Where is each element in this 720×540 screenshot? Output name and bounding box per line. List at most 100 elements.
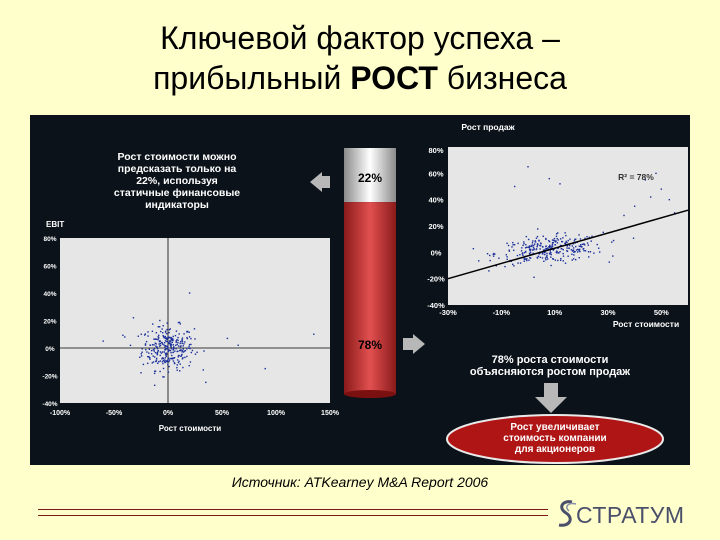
sales-point <box>584 250 587 252</box>
sales-point <box>551 245 553 247</box>
ebit-point <box>151 362 154 364</box>
sales-point <box>525 243 527 246</box>
sales-point <box>498 257 500 259</box>
ebit-point <box>176 364 179 366</box>
sales-y-axis-label: Рост продаж <box>461 122 515 132</box>
sales-point <box>506 258 508 261</box>
sales-point <box>562 237 564 239</box>
sales-point <box>549 251 552 254</box>
ebit-point <box>160 330 162 333</box>
sales-point <box>528 246 531 248</box>
ebit-point <box>158 326 161 328</box>
ebit-point <box>180 340 182 343</box>
ebit-point <box>181 353 183 356</box>
sales-point <box>523 241 525 243</box>
sales-x-tick-label: 30% <box>600 308 615 317</box>
sales-point <box>566 241 568 244</box>
ebit-point <box>158 345 161 347</box>
sales-point <box>533 248 535 250</box>
ebit-point <box>173 362 176 365</box>
ebit-point <box>168 341 170 344</box>
sales-point <box>488 270 490 272</box>
sales-point <box>531 244 533 246</box>
ebit-point <box>169 328 171 330</box>
sales-point <box>550 247 552 249</box>
ebit-point <box>196 351 198 354</box>
ebit-point <box>182 357 184 359</box>
sales-point <box>523 242 525 245</box>
bar-label-22: 22% <box>358 171 382 185</box>
ebit-point <box>159 370 161 373</box>
ebit-point <box>176 343 178 346</box>
sales-point <box>489 259 491 262</box>
sales-point <box>511 246 513 248</box>
sales-point <box>548 240 550 242</box>
sales-point <box>565 234 567 237</box>
ebit-point <box>173 347 175 350</box>
ebit-point <box>167 357 169 360</box>
ebit-point <box>188 343 191 346</box>
sales-point <box>531 245 533 247</box>
ebit-point <box>184 341 186 343</box>
ebit-point <box>147 335 149 337</box>
sales-point <box>521 247 523 249</box>
sales-point <box>644 179 647 181</box>
sales-y-tick-label: 0% <box>431 248 442 257</box>
sales-point <box>551 241 554 244</box>
sales-point <box>612 255 614 257</box>
ebit-point <box>153 384 156 387</box>
sales-point <box>549 244 551 247</box>
sales-point <box>551 246 553 248</box>
ebit-point <box>167 350 170 353</box>
ebit-point <box>161 341 163 344</box>
ebit-point <box>188 292 191 294</box>
sales-point <box>575 238 577 240</box>
ebit-point <box>183 350 185 352</box>
ebit-point <box>165 352 168 354</box>
sales-y-tick-label: 40% <box>428 196 443 205</box>
ebit-point <box>159 340 161 342</box>
ebit-point <box>164 346 166 348</box>
ebit-point <box>182 366 184 369</box>
ebit-point <box>181 349 183 352</box>
ebit-point <box>162 359 165 362</box>
ebit-point <box>157 336 159 338</box>
ebit-point <box>170 344 173 346</box>
ebit-point <box>188 336 191 338</box>
sales-point <box>531 249 534 251</box>
ebit-point <box>179 346 182 348</box>
ebit-point <box>159 360 162 362</box>
footer-rule-top <box>38 509 548 510</box>
ebit-point <box>179 342 181 345</box>
ebit-point <box>169 340 171 342</box>
sales-point <box>556 251 558 253</box>
ebit-point <box>179 363 181 365</box>
sales-point <box>568 247 570 249</box>
sales-point <box>608 261 610 263</box>
title-line-2-post: бизнеса <box>437 60 567 96</box>
ebit-point <box>141 348 143 350</box>
ebit-point <box>160 352 163 354</box>
sales-point <box>550 256 552 258</box>
ebit-point <box>190 343 192 346</box>
sales-point <box>551 239 554 241</box>
callout-bottom-right-line: объясняются ростом продаж <box>469 366 631 378</box>
sales-point <box>521 252 524 254</box>
sales-point <box>539 256 542 259</box>
ebit-x-tick-label: 50% <box>215 410 230 417</box>
ebit-point <box>188 364 190 367</box>
sales-point <box>523 252 526 254</box>
ebit-point <box>194 353 197 355</box>
ebit-point <box>151 344 154 346</box>
sales-point <box>529 257 532 259</box>
sales-point <box>486 253 489 255</box>
sales-x-tick-label: 10% <box>547 308 562 317</box>
ebit-point <box>173 362 176 364</box>
ebit-point <box>190 337 192 340</box>
sales-point <box>527 246 529 248</box>
sales-point <box>557 252 560 254</box>
sales-point <box>552 239 555 242</box>
ebit-point <box>143 334 146 336</box>
ebit-point <box>205 381 207 384</box>
ebit-point <box>162 376 164 378</box>
